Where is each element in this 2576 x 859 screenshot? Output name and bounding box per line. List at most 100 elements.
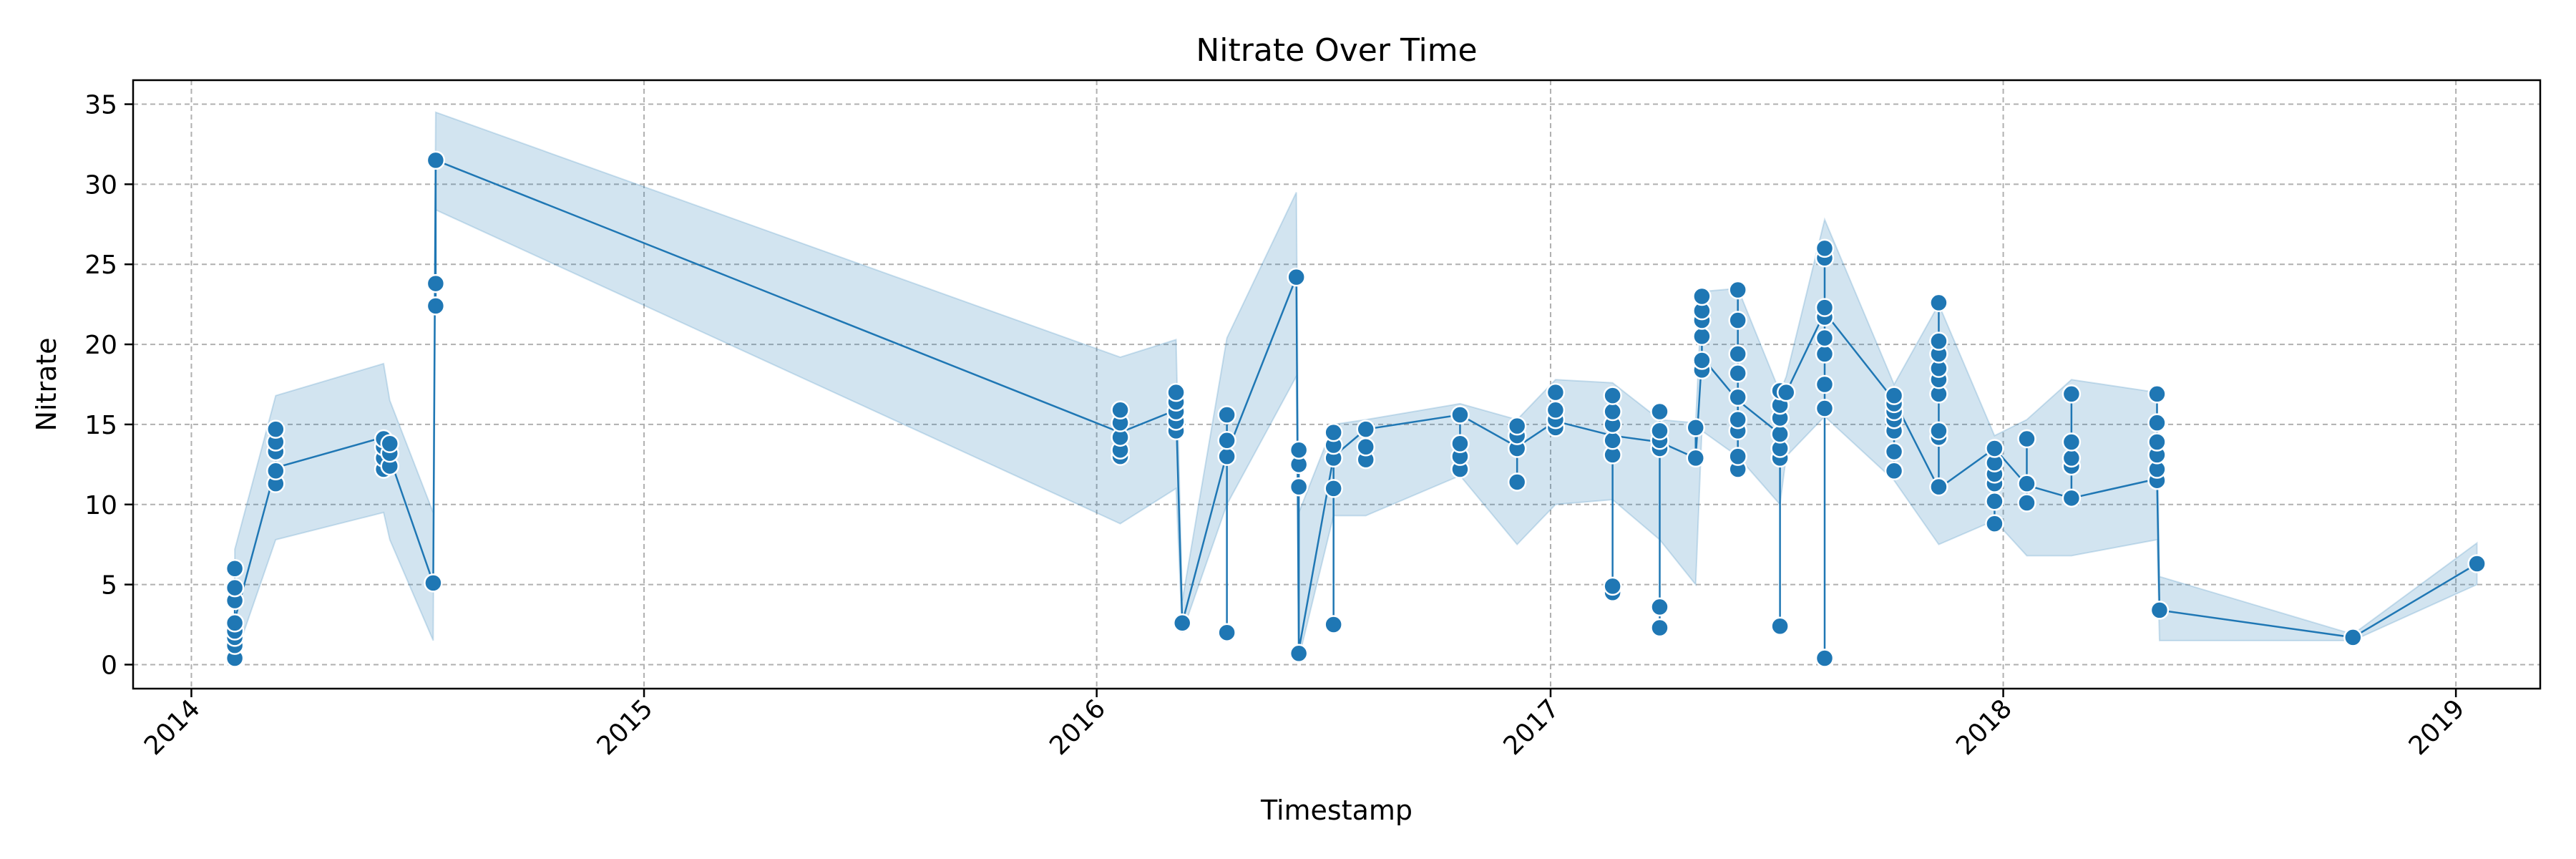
- data-point: [1929, 331, 1948, 351]
- data-point: [1450, 434, 1470, 454]
- data-point: [2062, 488, 2082, 508]
- data-point: [1692, 326, 1712, 346]
- data-point: [1324, 479, 1343, 498]
- data-point: [1217, 447, 1236, 466]
- data-point: [1217, 405, 1236, 424]
- data-point: [1815, 399, 1835, 418]
- data-point: [1356, 437, 1375, 457]
- y-tick-label: 25: [84, 251, 117, 280]
- data-point: [1728, 280, 1747, 300]
- data-point: [2062, 448, 2082, 468]
- data-point: [1929, 293, 1948, 313]
- data-point: [1289, 477, 1309, 497]
- x-axis-ticks: 2014 2015 2016 2017 2018 2019: [139, 689, 2471, 761]
- data-point: [426, 150, 446, 170]
- data-point: [1985, 492, 2004, 511]
- data-point: [1728, 311, 1747, 330]
- data-point: [2147, 384, 2167, 404]
- data-point: [1686, 418, 1705, 437]
- data-point: [1166, 382, 1186, 402]
- y-tick-label: 35: [84, 91, 117, 120]
- y-tick-label: 10: [84, 491, 117, 520]
- data-point: [1650, 421, 1669, 441]
- data-point: [1546, 382, 1566, 402]
- data-point: [380, 434, 400, 454]
- series-line: [233, 159, 2478, 651]
- data-point: [1692, 351, 1712, 370]
- y-tick-label: 0: [101, 651, 117, 680]
- data-point: [424, 573, 443, 593]
- data-point: [225, 558, 245, 578]
- confidence-band: [234, 111, 2478, 659]
- data-point: [1770, 424, 1790, 444]
- data-point: [1603, 402, 1622, 422]
- data-point: [1815, 328, 1835, 348]
- y-tick-label: 5: [101, 571, 117, 601]
- data-point: [225, 578, 245, 598]
- data-point: [2147, 413, 2167, 432]
- data-point: [2150, 601, 2170, 620]
- data-point: [1450, 405, 1470, 424]
- data-point: [1985, 439, 2004, 458]
- y-tick-label: 15: [84, 411, 117, 440]
- data-point: [1929, 421, 1948, 441]
- data-point: [2467, 554, 2487, 573]
- series-mean-line: [233, 159, 2478, 651]
- data-point: [1289, 440, 1309, 460]
- data-point: [2017, 493, 2036, 513]
- data-point: [1603, 431, 1622, 450]
- data-point: [1929, 477, 1948, 497]
- x-tick-label: 2016: [1044, 694, 1111, 761]
- data-point: [1546, 400, 1566, 420]
- data-point: [1603, 386, 1622, 405]
- data-point: [2017, 474, 2036, 493]
- data-point: [1172, 613, 1192, 633]
- y-axis-label: Nitrate: [31, 337, 62, 431]
- data-point: [1728, 409, 1747, 430]
- y-axis-ticks: 0 5 10 15 20 25 30 35: [84, 91, 133, 680]
- data-point: [1728, 447, 1747, 466]
- data-point: [1815, 238, 1835, 258]
- data-point: [1287, 267, 1306, 287]
- data-point: [1728, 387, 1747, 407]
- data-point: [2062, 432, 2082, 452]
- data-point: [1770, 616, 1790, 636]
- data-point: [1217, 623, 1236, 642]
- data-point: [1217, 431, 1236, 450]
- data-point: [2062, 384, 2082, 404]
- data-point: [1650, 402, 1669, 422]
- data-point: [1728, 364, 1747, 383]
- x-tick-label: 2015: [592, 694, 659, 761]
- x-tick-label: 2018: [1951, 694, 2018, 761]
- y-tick-label: 30: [84, 170, 117, 200]
- data-point: [1356, 419, 1375, 439]
- data-point: [1603, 576, 1622, 596]
- x-tick-label: 2014: [139, 694, 206, 761]
- data-point: [2017, 429, 2036, 449]
- data-point: [1884, 442, 1904, 462]
- data-point: [1884, 386, 1904, 405]
- data-point: [1815, 344, 1835, 364]
- data-point: [1884, 461, 1904, 481]
- x-axis-label: Timestamp: [1260, 795, 1413, 826]
- x-tick-label: 2019: [2404, 694, 2471, 761]
- data-point: [1692, 286, 1712, 306]
- data-point: [1815, 374, 1835, 394]
- data-point: [1507, 416, 1527, 436]
- data-point: [1650, 597, 1669, 617]
- data-point: [1815, 649, 1835, 668]
- data-point: [1686, 448, 1705, 468]
- data-point: [426, 273, 446, 293]
- data-point: [1728, 344, 1747, 364]
- confidence-band-area: [234, 111, 2478, 659]
- data-point: [2147, 432, 2167, 452]
- x-tick-label: 2017: [1498, 694, 1566, 761]
- data-markers: [225, 150, 2487, 668]
- plot-frame: [132, 79, 2542, 690]
- chart-title: Nitrate Over Time: [1196, 32, 1477, 69]
- y-tick-label: 20: [84, 331, 117, 360]
- data-point: [225, 613, 245, 633]
- data-point: [1777, 382, 1796, 402]
- data-point: [426, 296, 446, 316]
